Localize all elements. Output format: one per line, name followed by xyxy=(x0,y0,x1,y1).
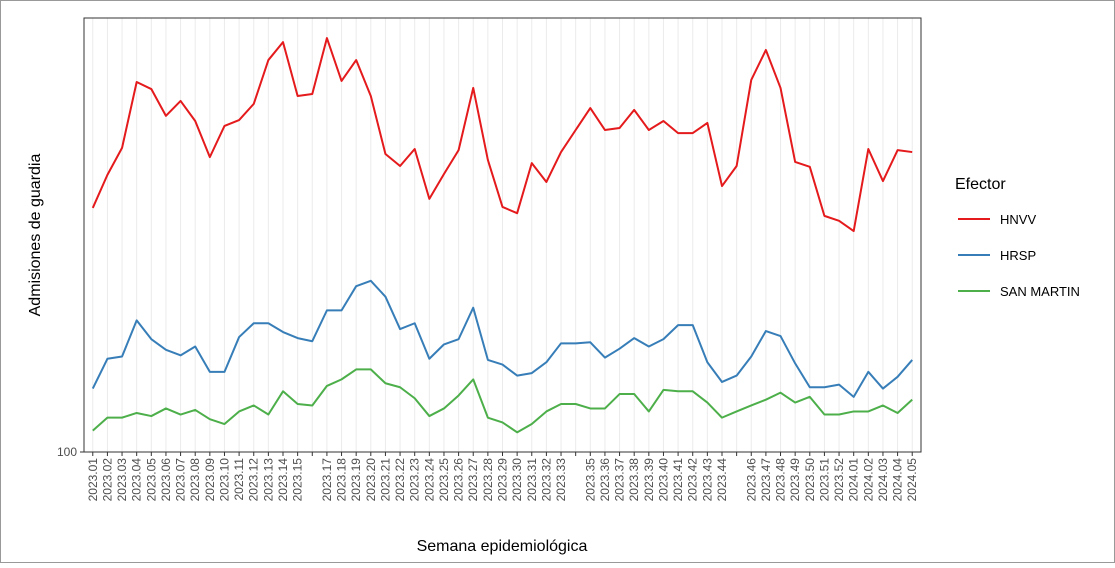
x-tick-label: 2023.40 xyxy=(656,458,670,502)
x-tick-label: 2023.35 xyxy=(583,458,597,502)
x-tick-label: 2023.14 xyxy=(276,458,290,502)
x-tick-label: 2024.03 xyxy=(876,458,890,502)
x-tick-label: 2023.25 xyxy=(437,458,451,502)
x-tick-label: 2023.11 xyxy=(232,458,246,501)
x-tick-label: 2023.33 xyxy=(554,458,568,502)
x-tick-label: 2023.37 xyxy=(613,458,627,502)
x-tick-label: 2023.24 xyxy=(422,458,436,502)
x-tick-label: 2023.06 xyxy=(159,458,173,502)
y-tick-label: 100 xyxy=(57,445,77,459)
x-tick-label: 2023.08 xyxy=(188,458,202,502)
x-tick-label: 2024.01 xyxy=(847,458,861,502)
legend-label: HRSP xyxy=(1000,248,1036,263)
x-tick-label: 2023.19 xyxy=(349,458,363,502)
x-tick-label: 2023.21 xyxy=(378,458,392,502)
x-tick-label: 2023.48 xyxy=(774,458,788,502)
x-tick-label: 2023.47 xyxy=(759,458,773,502)
x-tick-label: 2024.05 xyxy=(905,458,919,502)
x-tick-label: 2023.44 xyxy=(715,458,729,502)
x-tick-label: 2023.30 xyxy=(510,458,524,502)
x-tick-label: 2023.27 xyxy=(466,458,480,502)
x-tick-label: 2023.09 xyxy=(203,458,217,502)
x-tick-label: 2023.29 xyxy=(496,458,510,502)
legend-label: HNVV xyxy=(1000,212,1036,227)
x-tick-label: 2023.43 xyxy=(700,458,714,502)
x-tick-label: 2023.46 xyxy=(744,458,758,502)
x-tick-label: 2023.15 xyxy=(291,458,305,502)
x-tick-label: 2023.26 xyxy=(452,458,466,502)
x-tick-label: 2023.42 xyxy=(686,458,700,502)
x-tick-label: 2023.20 xyxy=(364,458,378,502)
x-tick-label: 2023.49 xyxy=(788,458,802,502)
series-line xyxy=(91,37,913,233)
x-tick-label: 2023.41 xyxy=(671,458,685,502)
x-tick-label: 2023.50 xyxy=(803,458,817,502)
legend-label: SAN MARTIN xyxy=(1000,284,1080,299)
x-tick-label: 2023.32 xyxy=(539,458,553,502)
x-tick-label: 2023.13 xyxy=(261,458,275,502)
x-tick-label: 2023.10 xyxy=(217,458,231,502)
panel-border xyxy=(83,17,922,453)
x-tick-label: 2023.01 xyxy=(86,458,100,502)
x-tick-label: 2023.07 xyxy=(174,458,188,502)
x-tick-label: 2023.05 xyxy=(144,458,158,502)
x-tick-label: 2023.23 xyxy=(408,458,422,502)
x-tick-label: 2023.36 xyxy=(598,458,612,502)
x-axis-title: Semana epidemiológica xyxy=(417,538,588,555)
x-tick-label: 2023.39 xyxy=(642,458,656,502)
x-tick-label: 2023.51 xyxy=(817,458,831,502)
x-tick-label: 2023.28 xyxy=(481,458,495,502)
x-tick-label: 2024.02 xyxy=(861,458,875,502)
x-tick-label: 2023.17 xyxy=(320,458,334,502)
x-tick-label: 2023.03 xyxy=(115,458,129,502)
series-line xyxy=(92,368,913,434)
x-tick-label: 2024.04 xyxy=(891,458,905,502)
x-tick-label: 2023.31 xyxy=(525,458,539,502)
y-axis-title: Admisiones de guardia xyxy=(27,154,44,317)
x-tick-label: 2023.12 xyxy=(247,458,261,502)
legend-title: Efector xyxy=(955,176,1006,193)
series-line xyxy=(91,279,913,398)
x-tick-label: 2023.38 xyxy=(627,458,641,502)
x-tick-label: 2023.52 xyxy=(832,458,846,502)
x-tick-label: 2023.04 xyxy=(130,458,144,502)
x-tick-label: 2023.22 xyxy=(393,458,407,502)
x-tick-label: 2023.02 xyxy=(100,458,114,502)
x-tick-label: 2023.18 xyxy=(335,458,349,502)
